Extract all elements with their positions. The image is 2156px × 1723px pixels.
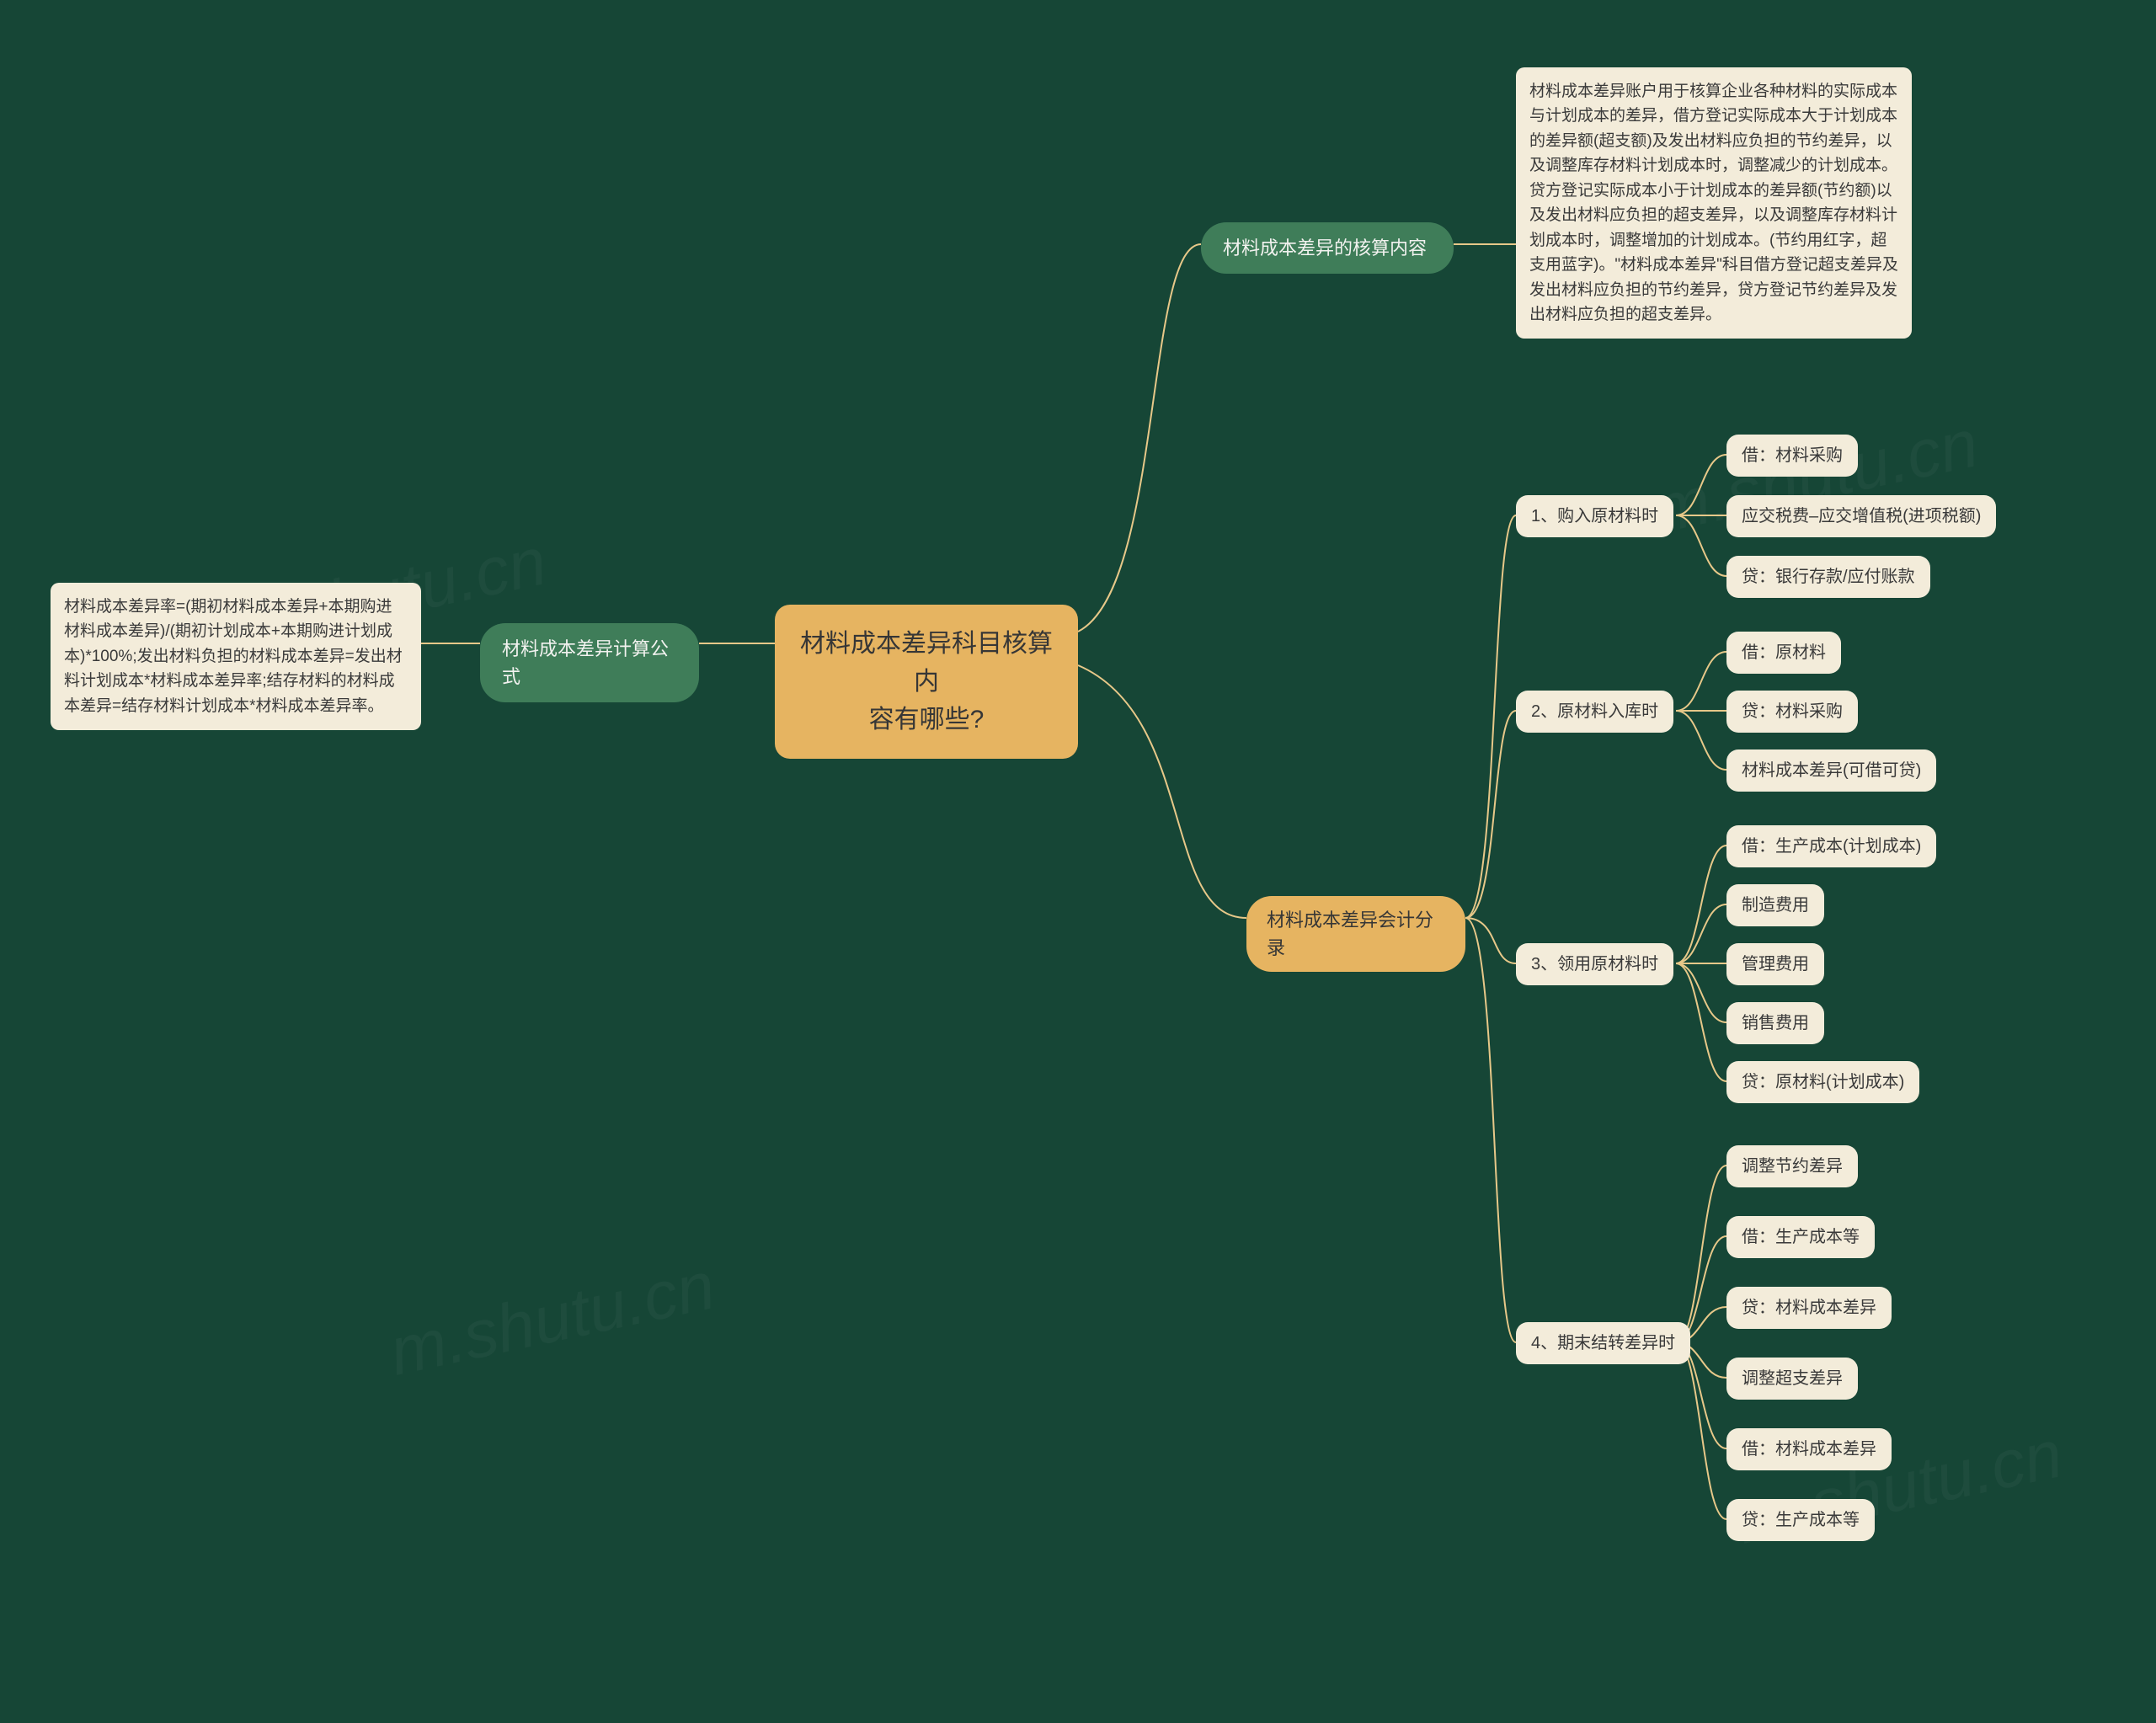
- group-item: 借：材料采购: [1726, 435, 1858, 477]
- entries-label-node: 材料成本差异会计分录: [1246, 896, 1465, 972]
- group-item: 借：原材料: [1726, 632, 1841, 674]
- formula-text: 材料成本差异率=(期初材料成本差异+本期购进材料成本差异)/(期初计划成本+本期…: [64, 598, 403, 715]
- group-item: 材料成本差异(可借可贷): [1726, 749, 1936, 792]
- center-title-line2: 容有哪些?: [798, 701, 1054, 739]
- group-title: 4、期末结转差异时: [1516, 1322, 1690, 1364]
- accounting-content-text-node: 材料成本差异账户用于核算企业各种材料的实际成本与计划成本的差异，借方登记实际成本…: [1516, 67, 1912, 339]
- group-item: 贷：原材料(计划成本): [1726, 1061, 1919, 1103]
- formula-text-node: 材料成本差异率=(期初材料成本差异+本期购进材料成本差异)/(期初计划成本+本期…: [51, 583, 421, 730]
- group-item: 贷：生产成本等: [1726, 1499, 1875, 1541]
- group-item: 贷：材料采购: [1726, 691, 1858, 733]
- watermark: m.shutu.cn: [383, 1246, 722, 1390]
- formula-label-node: 材料成本差异计算公式: [480, 623, 699, 702]
- formula-label: 材料成本差异计算公式: [502, 638, 669, 687]
- group-item: 贷：银行存款/应付账款: [1726, 556, 1930, 598]
- group-item: 制造费用: [1726, 884, 1824, 926]
- center-title-line1: 材料成本差异科目核算内: [798, 625, 1054, 701]
- entries-label: 材料成本差异会计分录: [1267, 910, 1433, 958]
- group-item: 调整节约差异: [1726, 1145, 1858, 1187]
- group-item: 借：生产成本(计划成本): [1726, 825, 1936, 867]
- group-title: 1、购入原材料时: [1516, 495, 1673, 537]
- accounting-content-text: 材料成本差异账户用于核算企业各种材料的实际成本与计划成本的差异，借方登记实际成本…: [1529, 83, 1898, 323]
- group-item: 管理费用: [1726, 943, 1824, 985]
- accounting-content-label: 材料成本差异的核算内容: [1223, 237, 1427, 259]
- group-title: 2、原材料入库时: [1516, 691, 1673, 733]
- accounting-content-label-node: 材料成本差异的核算内容: [1201, 222, 1454, 274]
- group-item: 借：材料成本差异: [1726, 1428, 1892, 1470]
- group-title: 3、领用原材料时: [1516, 943, 1673, 985]
- group-item: 贷：材料成本差异: [1726, 1287, 1892, 1329]
- group-item: 应交税费–应交增值税(进项税额): [1726, 495, 1996, 537]
- center-node: 材料成本差异科目核算内 容有哪些?: [775, 605, 1078, 759]
- group-item: 销售费用: [1726, 1002, 1824, 1044]
- group-item: 借：生产成本等: [1726, 1216, 1875, 1258]
- group-item: 调整超支差异: [1726, 1358, 1858, 1400]
